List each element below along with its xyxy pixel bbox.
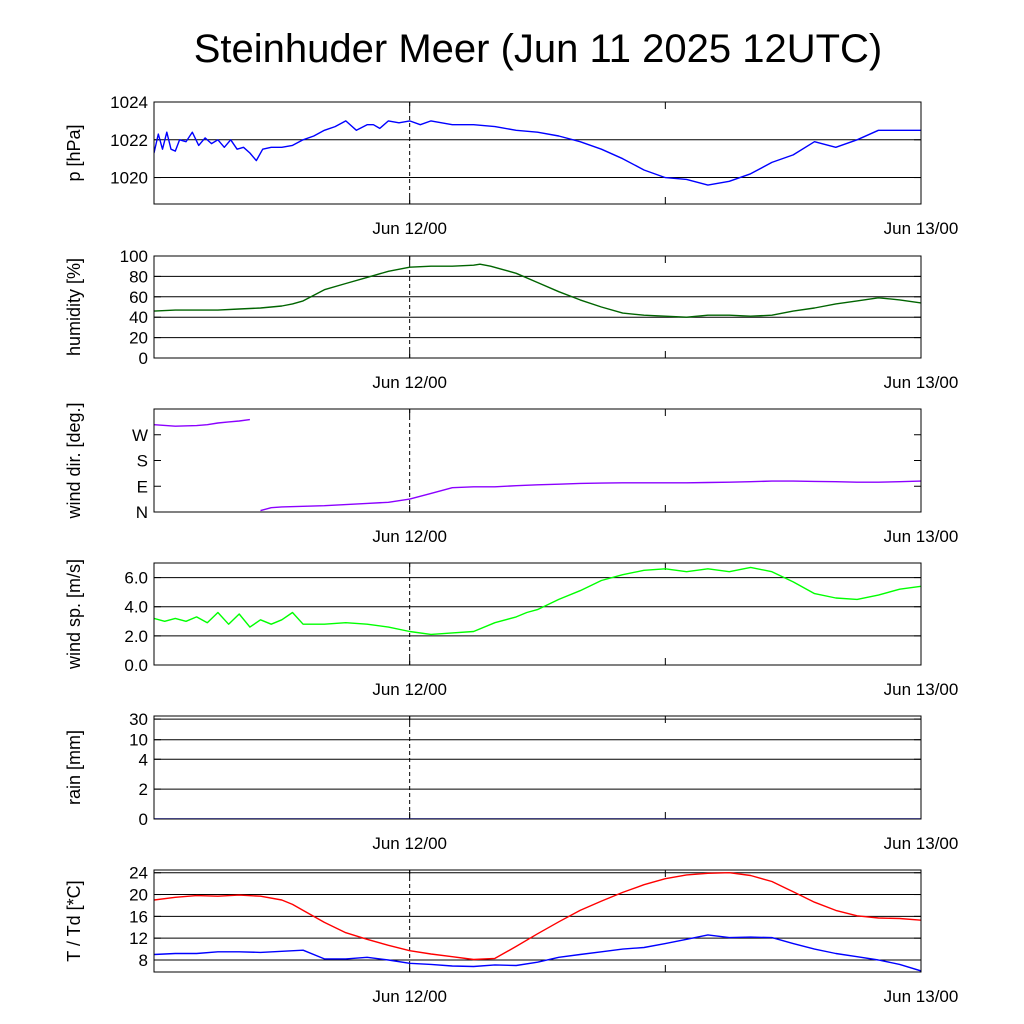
pressure-panel: 1020 1022 1024 p [hPa] Jun 12/00 Jun 13/00 — [64, 93, 958, 238]
pressure-xtick-label: Jun 12/00 — [372, 219, 447, 238]
humidity-frame — [153, 255, 922, 359]
rain-panel: 0 2 410 30 rain [mm] Jun 12/00 Jun 13/00 — [64, 710, 958, 853]
humidity-xtick-label: Jun 12/00 — [372, 373, 447, 392]
temperature-axis-label: T / Td [*C] — [64, 880, 84, 961]
chart-title: Steinhuder Meer (Jun 11 2025 12UTC) — [194, 27, 883, 71]
wind-direction-axis-label: wind dir. [deg.] — [64, 402, 84, 519]
pressure-ytick-label: 1020 — [110, 169, 148, 188]
wind-direction-xtick-label: Jun 12/00 — [372, 527, 447, 546]
wind-direction-xtick-label: Jun 13/00 — [884, 527, 959, 546]
rain-ytick-label: 4 — [139, 750, 148, 769]
rain-ytick-label: 2 — [139, 780, 148, 799]
rain-xtick-label: Jun 12/00 — [372, 834, 447, 853]
humidity-series-line-1 — [154, 263, 921, 318]
wind-speed-series-line-1 — [154, 566, 921, 636]
pressure-ytick-label: 1024 — [110, 93, 148, 112]
wind-speed-axis-label: wind sp. [m/s] — [64, 559, 84, 670]
wind-direction-ytick-label: N — [136, 503, 148, 522]
pressure-frame — [153, 101, 922, 205]
temperature-series-line-2 — [154, 934, 921, 972]
wind-direction-frame — [153, 408, 922, 513]
wind-speed-ytick-label: 2.0 — [124, 627, 148, 646]
humidity-axis-label: humidity [%] — [64, 258, 84, 356]
rain-ytick-label: 0 — [139, 810, 148, 829]
wind-speed-frame — [153, 562, 922, 666]
temperature-frame — [153, 869, 922, 973]
wind-speed-ytick-label: 4.0 — [124, 598, 148, 617]
wind-speed-panel: 0.0 2.0 4.0 6.0 wind sp. [m/s] Jun 12/00 Jun 1… — [64, 559, 958, 699]
rain-axis-label: rain [mm] — [64, 730, 84, 805]
rain-ytick-label: 30 — [129, 710, 148, 729]
temperature-panel: 8 12 16 20 24 T / Td [*C] Jun 12/00 Jun 13/00 — [64, 864, 958, 1006]
humidity-ytick-label: 20 — [129, 329, 148, 348]
wind-speed-xtick-label: Jun 12/00 — [372, 680, 447, 699]
humidity-ytick-label: 80 — [129, 267, 148, 286]
humidity-ytick-label: 40 — [129, 308, 148, 327]
wind-speed-xtick-label: Jun 13/00 — [884, 680, 959, 699]
humidity-ytick-label: 60 — [129, 288, 148, 307]
temperature-ytick-label: 20 — [129, 886, 148, 905]
humidity-ytick-label: 100 — [120, 247, 148, 266]
wind-direction-series-line-1 — [154, 418, 921, 512]
temperature-ytick-label: 16 — [129, 907, 148, 926]
pressure-axis-label: p [hPa] — [64, 124, 84, 181]
pressure-xtick-label: Jun 13/00 — [884, 219, 959, 238]
rain-xtick-label: Jun 13/00 — [884, 834, 959, 853]
temperature-series-line-1 — [154, 872, 921, 961]
humidity-ytick-label: 0 — [139, 349, 148, 368]
temperature-ytick-label: 12 — [129, 929, 148, 948]
wind-direction-ytick-label: E — [137, 477, 148, 496]
pressure-ytick-label: 1022 — [110, 131, 148, 150]
rain-frame — [153, 715, 922, 820]
temperature-xtick-label: Jun 12/00 — [372, 987, 447, 1006]
temperature-ytick-label: 24 — [129, 864, 148, 883]
pressure-series-line-1 — [154, 120, 921, 186]
rain-ytick-label: 10 — [129, 731, 148, 750]
humidity-xtick-label: Jun 13/00 — [884, 373, 959, 392]
wind-direction-ytick-label: S — [137, 452, 148, 471]
wind-direction-ytick-label: W — [132, 426, 148, 445]
temperature-xtick-label: Jun 13/00 — [884, 987, 959, 1006]
wind-speed-ytick-label: 6.0 — [124, 569, 148, 588]
temperature-ytick-label: 8 — [139, 951, 148, 970]
wind-speed-ytick-label: 0.0 — [124, 656, 148, 675]
